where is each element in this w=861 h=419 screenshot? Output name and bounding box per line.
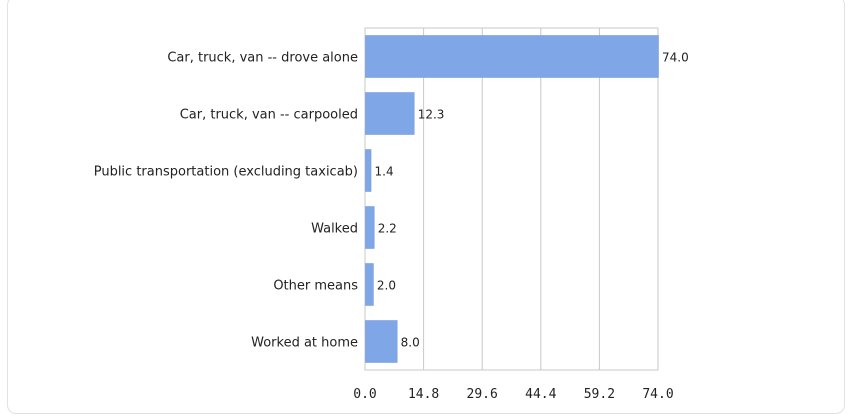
bar — [365, 92, 415, 135]
bar — [365, 320, 398, 363]
x-tick-label: 29.6 — [467, 387, 498, 402]
bar — [365, 206, 375, 249]
x-tick-label: 44.4 — [525, 387, 556, 402]
data-label: 2.2 — [378, 222, 397, 236]
bars — [365, 35, 659, 363]
category-label: Walked — [311, 222, 358, 237]
x-tick-label: 0.0 — [353, 387, 376, 402]
category-label: Public transportation (excluding taxicab… — [94, 165, 358, 180]
bar — [365, 35, 659, 78]
data-label: 8.0 — [401, 336, 420, 350]
plot-frame — [364, 27, 659, 371]
category-label: Worked at home — [251, 336, 358, 351]
data-label: 1.4 — [375, 165, 394, 179]
category-label: Other means — [273, 279, 358, 294]
bar — [365, 149, 372, 192]
category-label: Car, truck, van -- carpooled — [180, 108, 358, 123]
data-label: 74.0 — [662, 51, 689, 65]
x-tick-label: 14.8 — [408, 387, 439, 402]
category-label: Car, truck, van -- drove alone — [167, 51, 358, 66]
labels: 0.0 14.8 29.6 44.4 59.2 74.0 Car, truck, van -… — [94, 51, 689, 403]
data-label: 2.0 — [377, 279, 396, 293]
x-tick-label: 59.2 — [584, 387, 615, 402]
data-label: 12.3 — [418, 108, 445, 122]
gridlines — [364, 27, 659, 371]
x-tick-label: 74.0 — [642, 387, 673, 402]
bar — [365, 263, 374, 306]
